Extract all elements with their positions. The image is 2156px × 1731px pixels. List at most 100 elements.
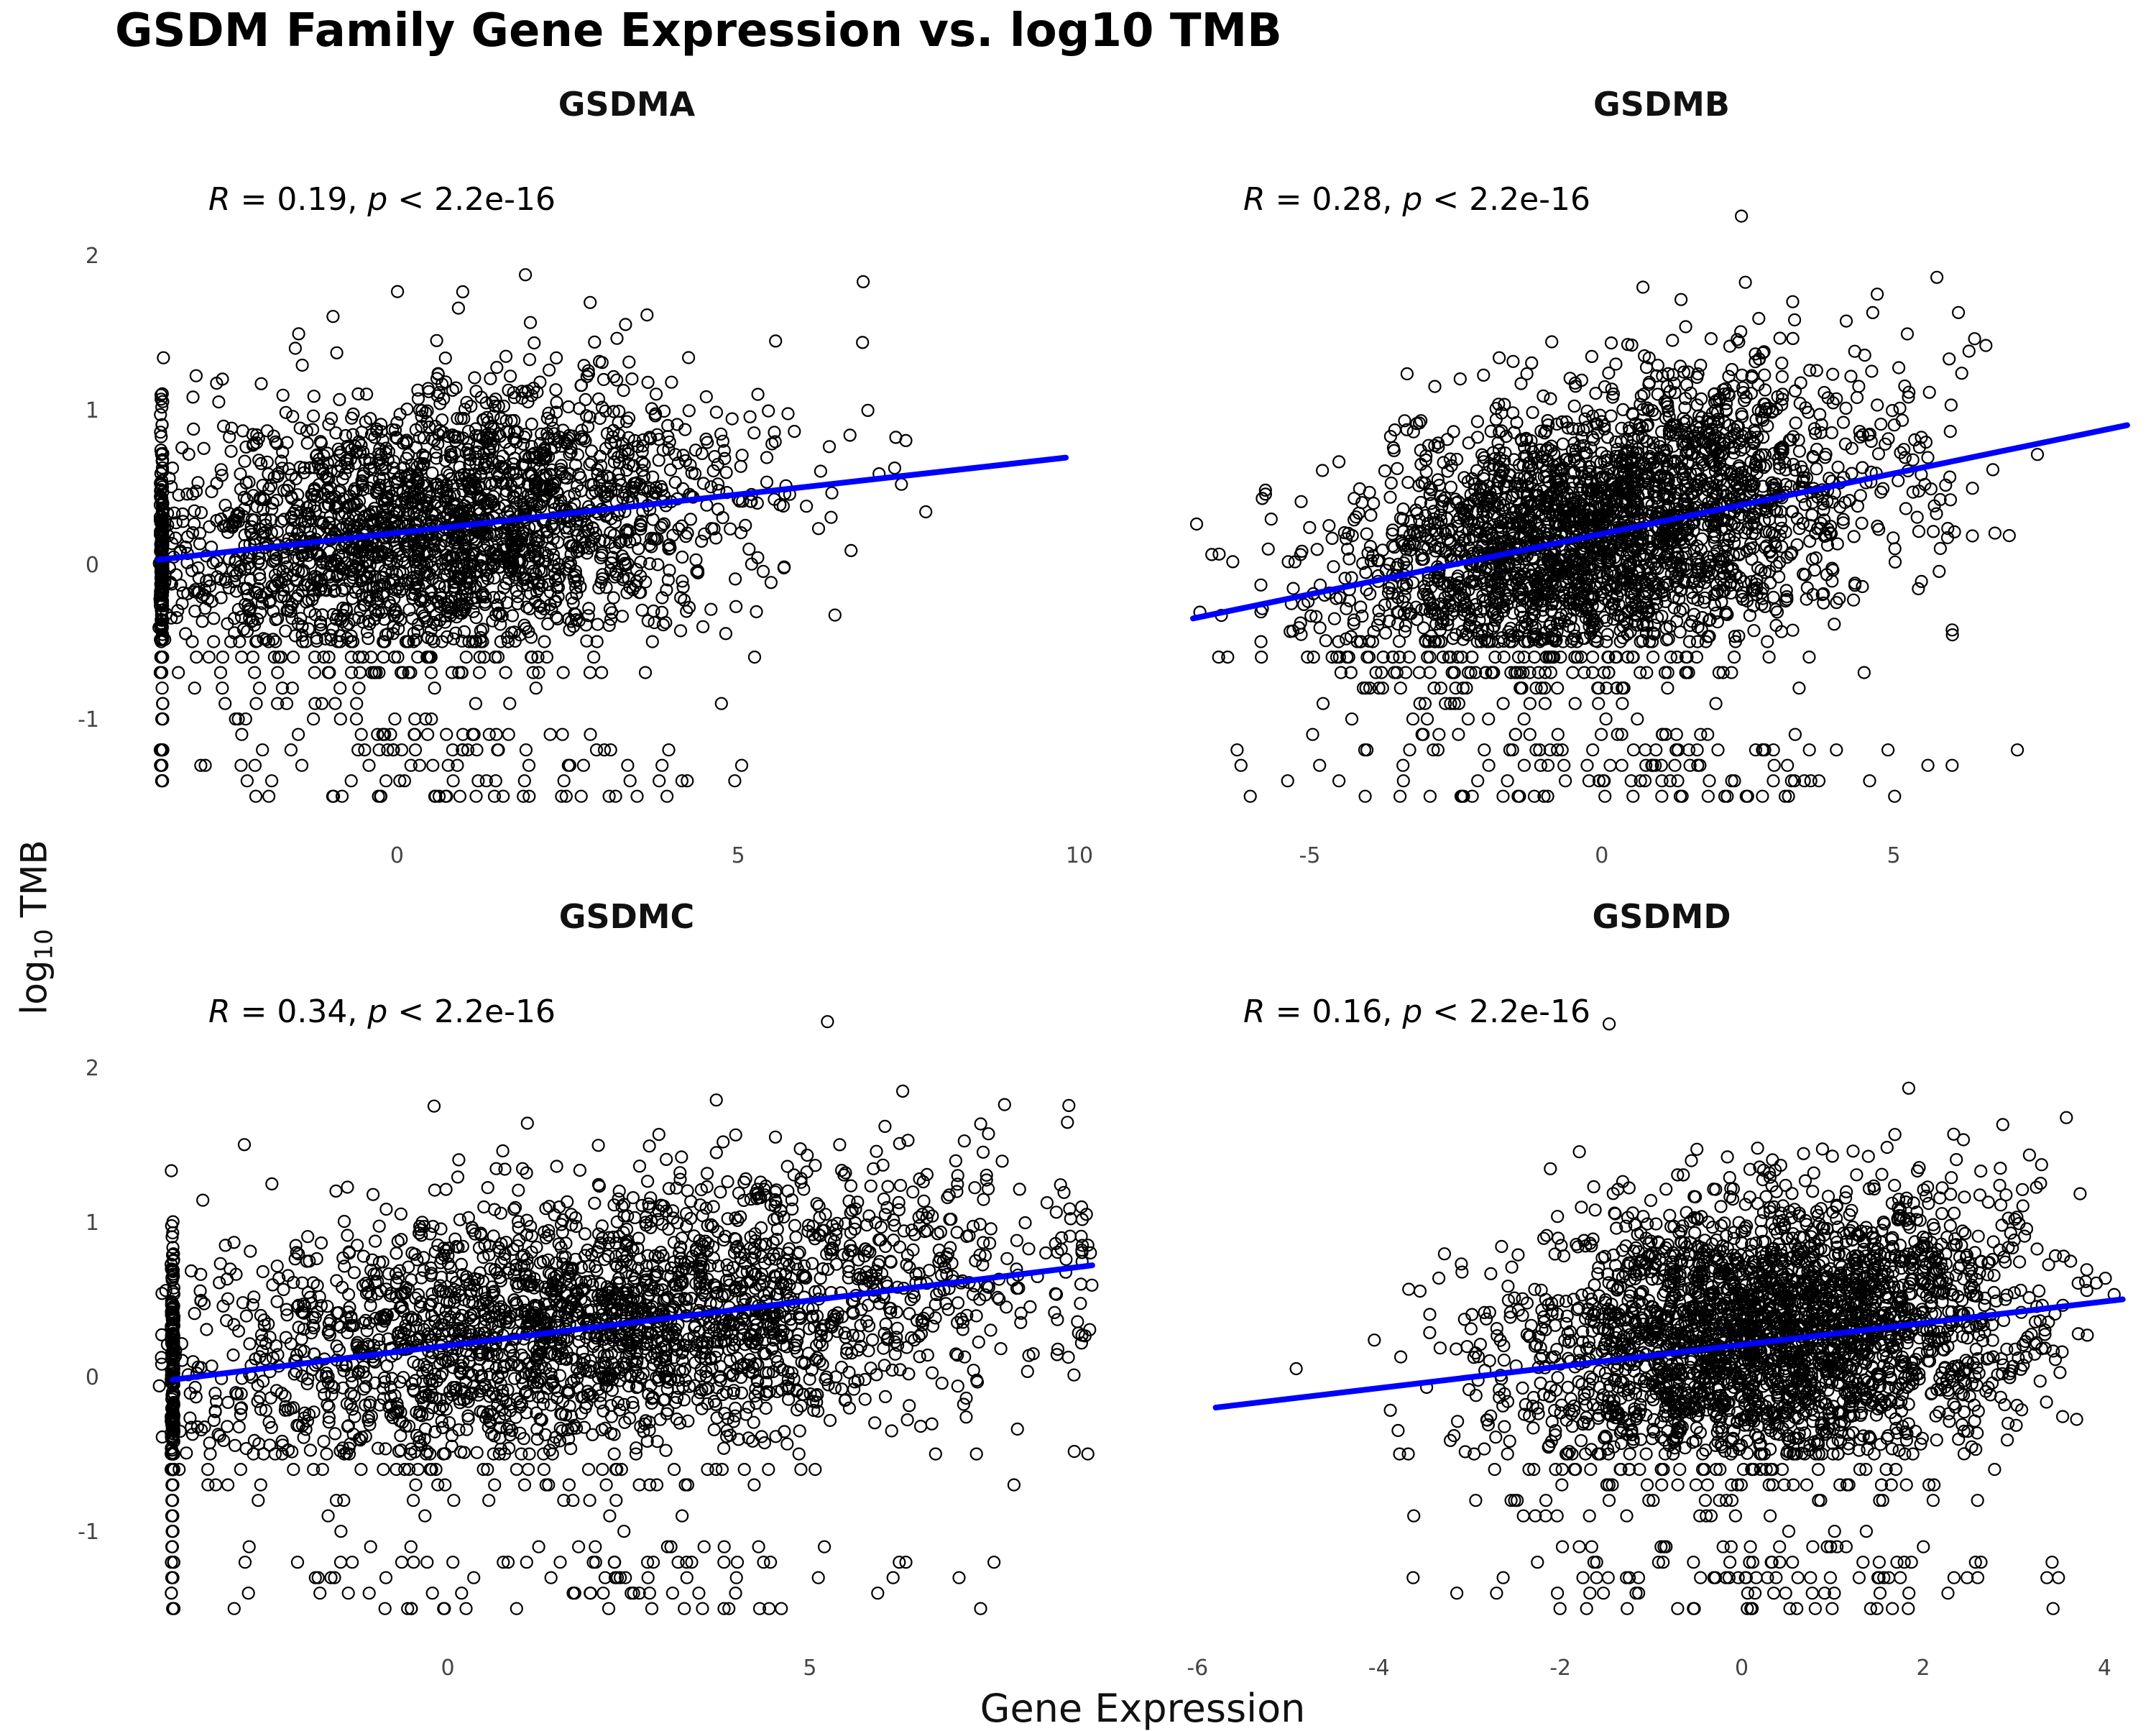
data-point xyxy=(1839,314,1853,328)
data-point xyxy=(646,513,660,526)
data-point xyxy=(622,411,636,425)
data-point xyxy=(265,774,279,788)
data-point xyxy=(638,666,653,679)
data-point xyxy=(197,441,211,455)
data-point xyxy=(1752,311,1766,326)
data-point xyxy=(270,493,284,508)
data-point xyxy=(191,561,205,575)
data-point xyxy=(217,419,231,433)
data-point xyxy=(248,666,262,679)
data-point xyxy=(1626,789,1640,803)
data-point xyxy=(482,727,496,741)
data-point xyxy=(743,410,757,423)
x-tick-label: 5 xyxy=(732,843,745,868)
data-point xyxy=(171,604,185,617)
data-point xyxy=(1400,367,1414,381)
data-point xyxy=(254,377,268,390)
data-point xyxy=(1850,390,1864,405)
data-point xyxy=(538,635,551,648)
data-point xyxy=(1315,464,1330,477)
data-point xyxy=(653,774,666,788)
data-point xyxy=(154,408,167,421)
data-point xyxy=(1855,516,1869,531)
data-point xyxy=(1449,681,1462,695)
data-point xyxy=(1399,666,1413,679)
data-point xyxy=(844,543,858,558)
data-point xyxy=(584,727,597,741)
data-point xyxy=(596,372,611,387)
data-point xyxy=(888,461,902,475)
data-point xyxy=(1789,416,1802,430)
data-point xyxy=(1986,463,2000,477)
x-axis-label: Gene Expression xyxy=(980,1686,1306,1731)
data-point xyxy=(597,743,612,757)
data-point xyxy=(308,650,322,664)
data-point xyxy=(404,758,418,772)
data-point xyxy=(528,336,541,350)
data-point xyxy=(476,623,490,636)
data-point xyxy=(522,758,536,772)
data-point xyxy=(1871,398,1884,412)
data-point xyxy=(1694,727,1708,741)
data-point xyxy=(421,382,435,395)
data-point xyxy=(788,424,801,439)
data-point xyxy=(1615,758,1628,772)
data-point xyxy=(155,392,168,406)
data-point xyxy=(1545,335,1559,349)
data-point xyxy=(1679,320,1692,334)
data-point xyxy=(1830,743,1843,757)
data-point xyxy=(622,355,636,369)
data-point xyxy=(303,556,316,570)
data-point xyxy=(531,650,545,664)
data-point xyxy=(756,564,770,579)
data-point xyxy=(522,353,537,367)
data-point xyxy=(156,697,170,710)
data-point xyxy=(155,758,169,772)
y-tick-label: 0 xyxy=(86,553,99,578)
data-point xyxy=(1639,743,1652,757)
data-point xyxy=(1857,666,1871,679)
data-point xyxy=(676,550,689,564)
data-point xyxy=(155,650,169,664)
data-point xyxy=(616,491,630,505)
data-point xyxy=(1482,758,1496,772)
data-point xyxy=(153,592,167,606)
data-point xyxy=(156,395,170,408)
data-point xyxy=(1383,490,1397,504)
data-point xyxy=(1798,497,1812,511)
data-point xyxy=(1501,774,1514,788)
data-point xyxy=(681,774,694,788)
data-point xyxy=(583,410,597,424)
data-point xyxy=(681,351,696,364)
data-point xyxy=(828,608,842,622)
data-point xyxy=(315,697,328,710)
data-point xyxy=(1943,424,1957,439)
data-point xyxy=(193,537,207,551)
data-point xyxy=(1775,357,1789,370)
data-point xyxy=(1865,364,1879,378)
data-point xyxy=(1243,789,1257,803)
x-tick-label: 10 xyxy=(1066,843,1093,868)
data-point xyxy=(188,504,201,518)
data-point xyxy=(1833,592,1846,605)
data-point xyxy=(188,517,201,531)
data-point xyxy=(224,444,238,458)
data-point xyxy=(1234,758,1248,772)
data-point xyxy=(1604,336,1618,350)
data-point xyxy=(532,666,545,679)
data-point xyxy=(429,445,443,459)
data-point xyxy=(451,301,466,315)
data-point xyxy=(1538,697,1552,710)
data-point xyxy=(333,681,347,695)
data-point xyxy=(1944,398,1958,412)
data-point xyxy=(1646,650,1660,664)
data-point xyxy=(317,650,331,664)
data-point xyxy=(351,743,365,757)
data-point xyxy=(379,774,393,788)
data-point xyxy=(760,475,774,489)
data-point xyxy=(1651,387,1664,401)
data-point xyxy=(573,402,586,415)
data-point xyxy=(663,463,678,477)
data-point xyxy=(228,612,241,625)
data-point xyxy=(1496,697,1510,710)
